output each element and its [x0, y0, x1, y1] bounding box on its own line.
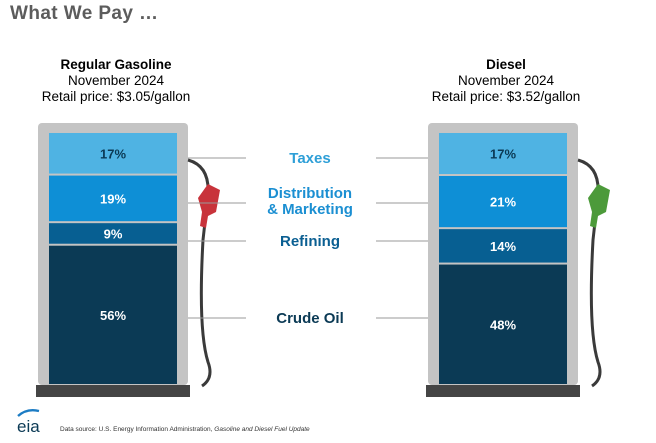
gasoline-header: Regular Gasoline November 2024 Retail pr… [16, 57, 216, 105]
gasoline-name: Regular Gasoline [60, 57, 172, 72]
component-label-2-0: Refining [280, 233, 340, 250]
gasoline-value-1: 19% [100, 191, 126, 206]
page-title: What We Pay … [10, 3, 159, 24]
gasoline-price: Retail price: $3.05/gallon [41, 89, 191, 104]
diesel-period: November 2024 [457, 73, 555, 88]
diesel-segment-2 [439, 229, 567, 263]
diesel-pump-base [426, 385, 580, 397]
gasoline-segment-2 [49, 223, 177, 244]
gasoline-segment-3 [49, 245, 177, 384]
diesel-header: Diesel November 2024 Retail price: $3.52… [406, 57, 606, 105]
gasoline-pump-base [36, 385, 190, 397]
gasoline-segment-0 [49, 133, 177, 174]
component-label-1-1: & Marketing [267, 201, 353, 218]
footer-source: Data source: U.S. Energy Information Adm… [60, 426, 310, 433]
eia-logo: eia [17, 408, 40, 435]
gasoline-hose [187, 158, 212, 388]
diesel-segment-3 [439, 264, 567, 384]
diesel-value-3: 48% [490, 317, 516, 332]
gasoline-segment-1 [49, 175, 177, 222]
gasoline-period: November 2024 [67, 73, 165, 88]
diesel-hose [577, 158, 602, 388]
component-label-1-0: Distribution [268, 185, 352, 202]
gasoline-value-3: 56% [100, 308, 126, 323]
footer-source-title: Gasoline and Diesel Fuel Update [214, 426, 310, 433]
diesel-name: Diesel [486, 57, 526, 72]
gasoline-value-2: 9% [104, 226, 123, 241]
diesel-value-1: 21% [490, 195, 516, 210]
eia-logo-text: eia [17, 417, 40, 435]
diesel-segment-0 [439, 133, 567, 175]
footer-prefix: Data source: U.S. Energy Information Adm… [60, 426, 213, 433]
gasoline-nozzle-icon [198, 184, 220, 228]
component-label-3-0: Crude Oil [276, 310, 344, 327]
diesel-value-0: 17% [490, 147, 516, 162]
diesel-value-2: 14% [490, 239, 516, 254]
diesel-nozzle-icon [588, 184, 610, 228]
component-label-0-0: Taxes [289, 150, 330, 167]
diesel-segment-1 [439, 176, 567, 228]
diesel-price: Retail price: $3.52/gallon [431, 89, 581, 104]
gasoline-value-0: 17% [100, 146, 126, 161]
